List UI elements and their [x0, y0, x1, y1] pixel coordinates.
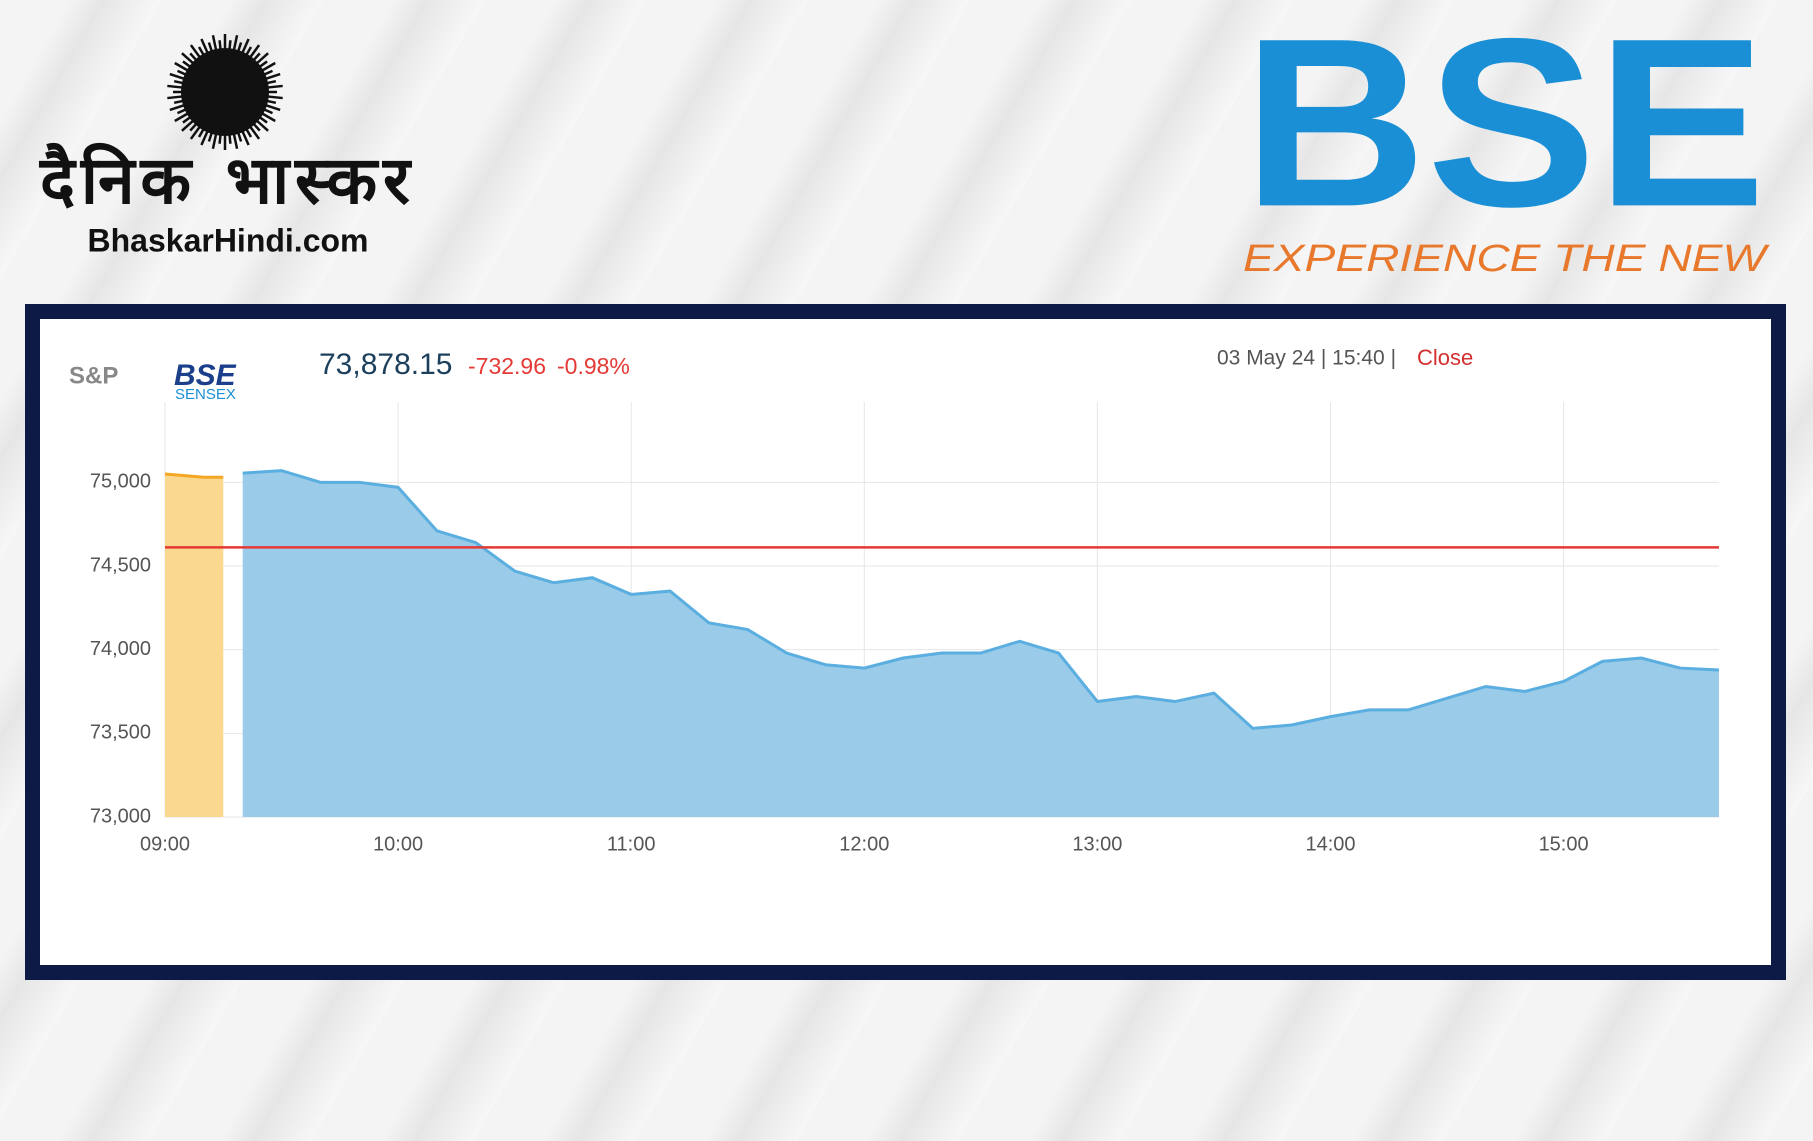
brand: BSE — [174, 359, 237, 392]
bhaskar-logo: दैनिक भास्कर BhaskarHindi.com — [38, 34, 413, 258]
price: 73,878.15 — [319, 348, 452, 381]
x-tick-label: 11:00 — [607, 833, 656, 855]
ticker-header: S&P BSE SENSEX 73,878.15 -732.96 -0.98% … — [69, 345, 1473, 403]
index-name: SENSEX — [175, 386, 236, 403]
y-tick-label: 74,500 — [90, 554, 151, 576]
x-tick-label: 10:00 — [373, 833, 423, 855]
x-tick-label: 12:00 — [839, 833, 889, 855]
bse-tagline: EXPERIENCE THE NEW — [1243, 238, 1770, 280]
y-tick-label: 73,000 — [90, 805, 151, 827]
timestamp: 03 May 24 | 15:40 | — [1217, 347, 1396, 370]
market-status: Close — [1417, 345, 1473, 370]
plot: 73,000 73,500 74,000 74,500 75,000 09:00 10:00… — [90, 402, 1720, 855]
area-fill — [242, 470, 1720, 817]
x-tick-label: 15:00 — [1539, 833, 1589, 855]
sun-disc — [181, 48, 269, 136]
brand-prefix: S&P — [69, 362, 118, 389]
logo-site: BhaskarHindi.com — [88, 222, 369, 258]
x-tick-label: 09:00 — [140, 833, 190, 855]
change-pct: -0.98% — [557, 353, 630, 379]
y-tick-label: 74,000 — [90, 638, 151, 660]
y-tick-label: 75,000 — [90, 471, 151, 493]
bse-title: BSE — [1243, 0, 1766, 256]
x-tick-label: 14:00 — [1305, 833, 1355, 855]
line — [242, 469, 1720, 730]
logo-title: दैनिक भास्कर — [38, 142, 413, 219]
y-tick-label: 73,500 — [90, 722, 151, 744]
x-tick-label: 13:00 — [1072, 833, 1122, 855]
bse-logo: BSE EXPERIENCE THE NEW — [1243, 0, 1770, 280]
line — [164, 472, 224, 479]
area-fill — [165, 473, 224, 817]
change: -732.96 — [468, 353, 546, 379]
